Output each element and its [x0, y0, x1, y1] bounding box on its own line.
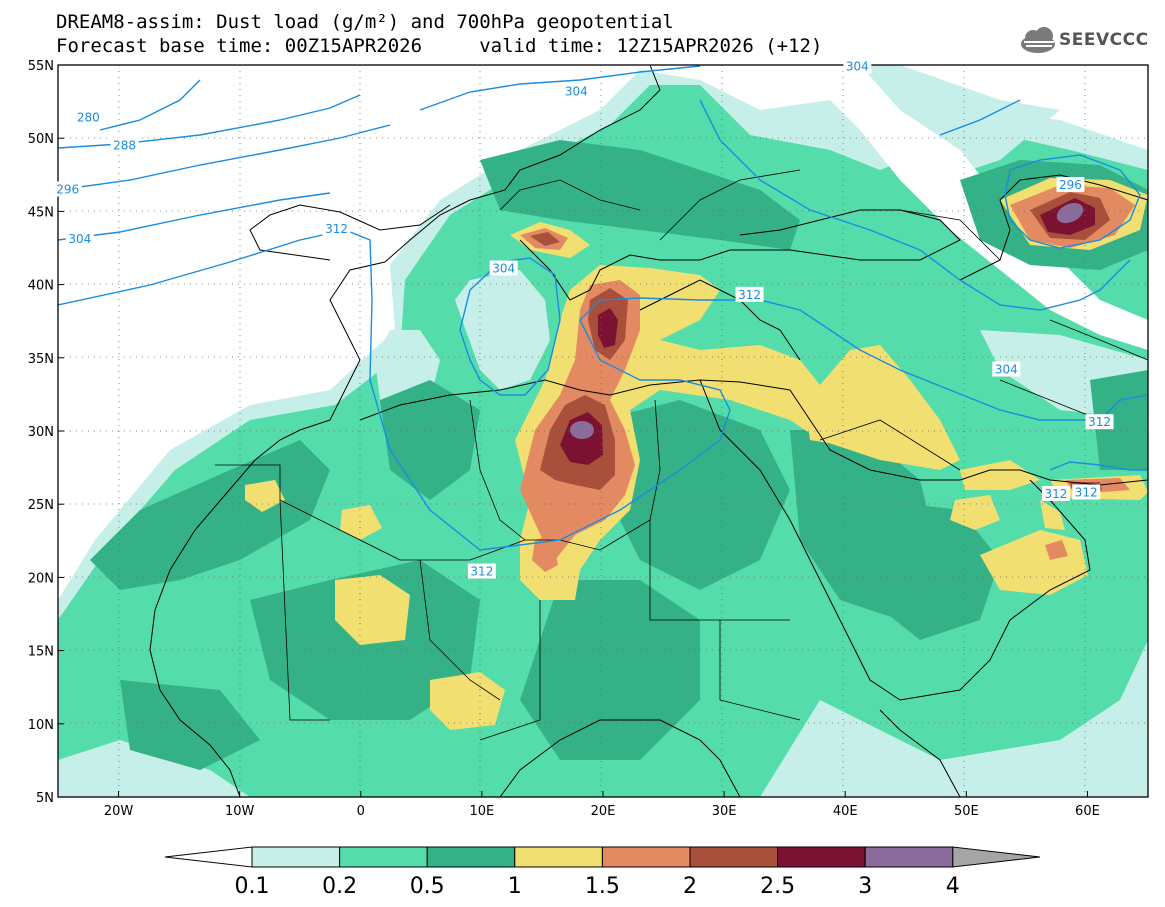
colorbar-swatch: [689, 846, 779, 868]
colorbar-low-triangle: [164, 846, 253, 868]
contour-label-bg: [110, 137, 139, 153]
contour-label-bg: [467, 563, 496, 579]
contour-label-bg: [322, 220, 351, 236]
lon-tick-label: 20E: [591, 804, 616, 819]
colorbar-swatch: [864, 846, 954, 868]
contour-label-bg: [562, 83, 591, 99]
lat-tick-label: 35N: [28, 352, 54, 367]
dust-3-layer: [570, 202, 1084, 439]
contour-label-bg: [74, 109, 103, 125]
latitude-labels: 55N 50N 45N 40N 35N 30N 25N 20N 15N 10N 5N: [28, 59, 64, 806]
colorbar-label: 0.5: [410, 874, 445, 899]
lon-tick-label: 10W: [225, 804, 255, 819]
cloud-logo-icon: [1021, 27, 1055, 53]
contour-label: 296: [56, 182, 79, 196]
colorbar-swatch: [251, 846, 341, 868]
lon-tick-label: 30E: [712, 804, 737, 819]
contour-label: 312: [325, 222, 348, 236]
lat-tick-label: 30N: [28, 425, 54, 440]
colorbar-label: 0.2: [322, 874, 357, 899]
contour-label: 312: [1075, 485, 1098, 499]
contour-label: 312: [1088, 415, 1111, 429]
contour-label-bg: [735, 286, 764, 302]
colorbar-label: 3: [858, 874, 872, 899]
lat-tick-label: 40N: [28, 279, 54, 294]
colorbar-swatch: [601, 846, 691, 868]
contour-label-bg: [1072, 484, 1101, 500]
forecast-times: Forecast base time: 00Z15APR2026 valid t…: [56, 35, 823, 57]
contour-label: 280: [77, 111, 100, 125]
lat-tick-label: 55N: [28, 59, 54, 74]
contour-label: 304: [68, 232, 91, 246]
contour-label-bg: [1085, 414, 1114, 430]
graticule: [58, 65, 1148, 797]
contour-labels: 280 288 296 304 312 304 304 304 296 312 304 312 312 3…: [53, 58, 1114, 579]
contour-label-bg: [53, 181, 82, 197]
colorbar-swatch: [514, 846, 603, 868]
country-borders: [215, 169, 1148, 741]
lon-tick-label: 60E: [1075, 804, 1100, 819]
colorbar-label: 2.5: [760, 874, 795, 899]
contour-label: 296: [1059, 178, 1082, 192]
contour-label: 304: [565, 84, 588, 98]
contour-label: 312: [738, 288, 761, 302]
seevccc-logo: SEEVCCC: [1059, 30, 1149, 50]
chart-title: DREAM8-assim: Dust load (g/m²) and 700hP…: [56, 11, 674, 33]
colorbar-swatch: [777, 846, 866, 868]
contour-label: 312: [1045, 487, 1068, 501]
colorbar: 0.1 0.2 0.5 1 1.5 2 2.5 3 4: [164, 846, 1041, 899]
lat-tick-label: 50N: [28, 132, 54, 147]
contour-label-bg: [65, 231, 94, 247]
colorbar-label: 1.5: [585, 874, 620, 899]
colorbar-high-triangle: [952, 846, 1041, 868]
contour-label-bg: [1056, 177, 1085, 193]
coastlines: [149, 65, 1148, 797]
lon-tick-label: 20W: [104, 804, 134, 819]
colorbar-swatch: [426, 846, 516, 868]
contour-label: 312: [470, 565, 493, 579]
contour-label-bg: [992, 361, 1021, 377]
lon-tick-label: 10E: [470, 804, 495, 819]
contour-label: 304: [995, 363, 1018, 377]
lat-tick-label: 15N: [28, 645, 54, 660]
lat-tick-label: 25N: [28, 498, 54, 513]
lat-tick-label: 10N: [28, 718, 54, 733]
lon-tick-label: 50E: [954, 804, 979, 819]
lat-tick-label: 20N: [28, 571, 54, 586]
longitude-labels: 20W 10W 0 10E 20E 30E 40E 50E 60E: [104, 791, 1100, 819]
lon-tick-label: 40E: [833, 804, 858, 819]
colorbar-swatch: [339, 846, 428, 868]
contour-label: 304: [492, 261, 515, 275]
contour-label: 288: [113, 139, 136, 153]
lon-tick-label: 0: [357, 804, 365, 819]
lat-tick-label: 45N: [28, 205, 54, 220]
contour-label-bg: [843, 58, 872, 74]
colorbar-label: 1: [508, 874, 522, 899]
contour-label: 304: [846, 59, 869, 73]
colorbar-label: 4: [946, 874, 960, 899]
contour-label-bg: [1041, 485, 1070, 501]
contour-label-bg: [489, 260, 518, 276]
colorbar-label: 0.1: [235, 874, 270, 899]
colorbar-label: 2: [683, 874, 697, 899]
lat-tick-label: 5N: [36, 791, 54, 806]
